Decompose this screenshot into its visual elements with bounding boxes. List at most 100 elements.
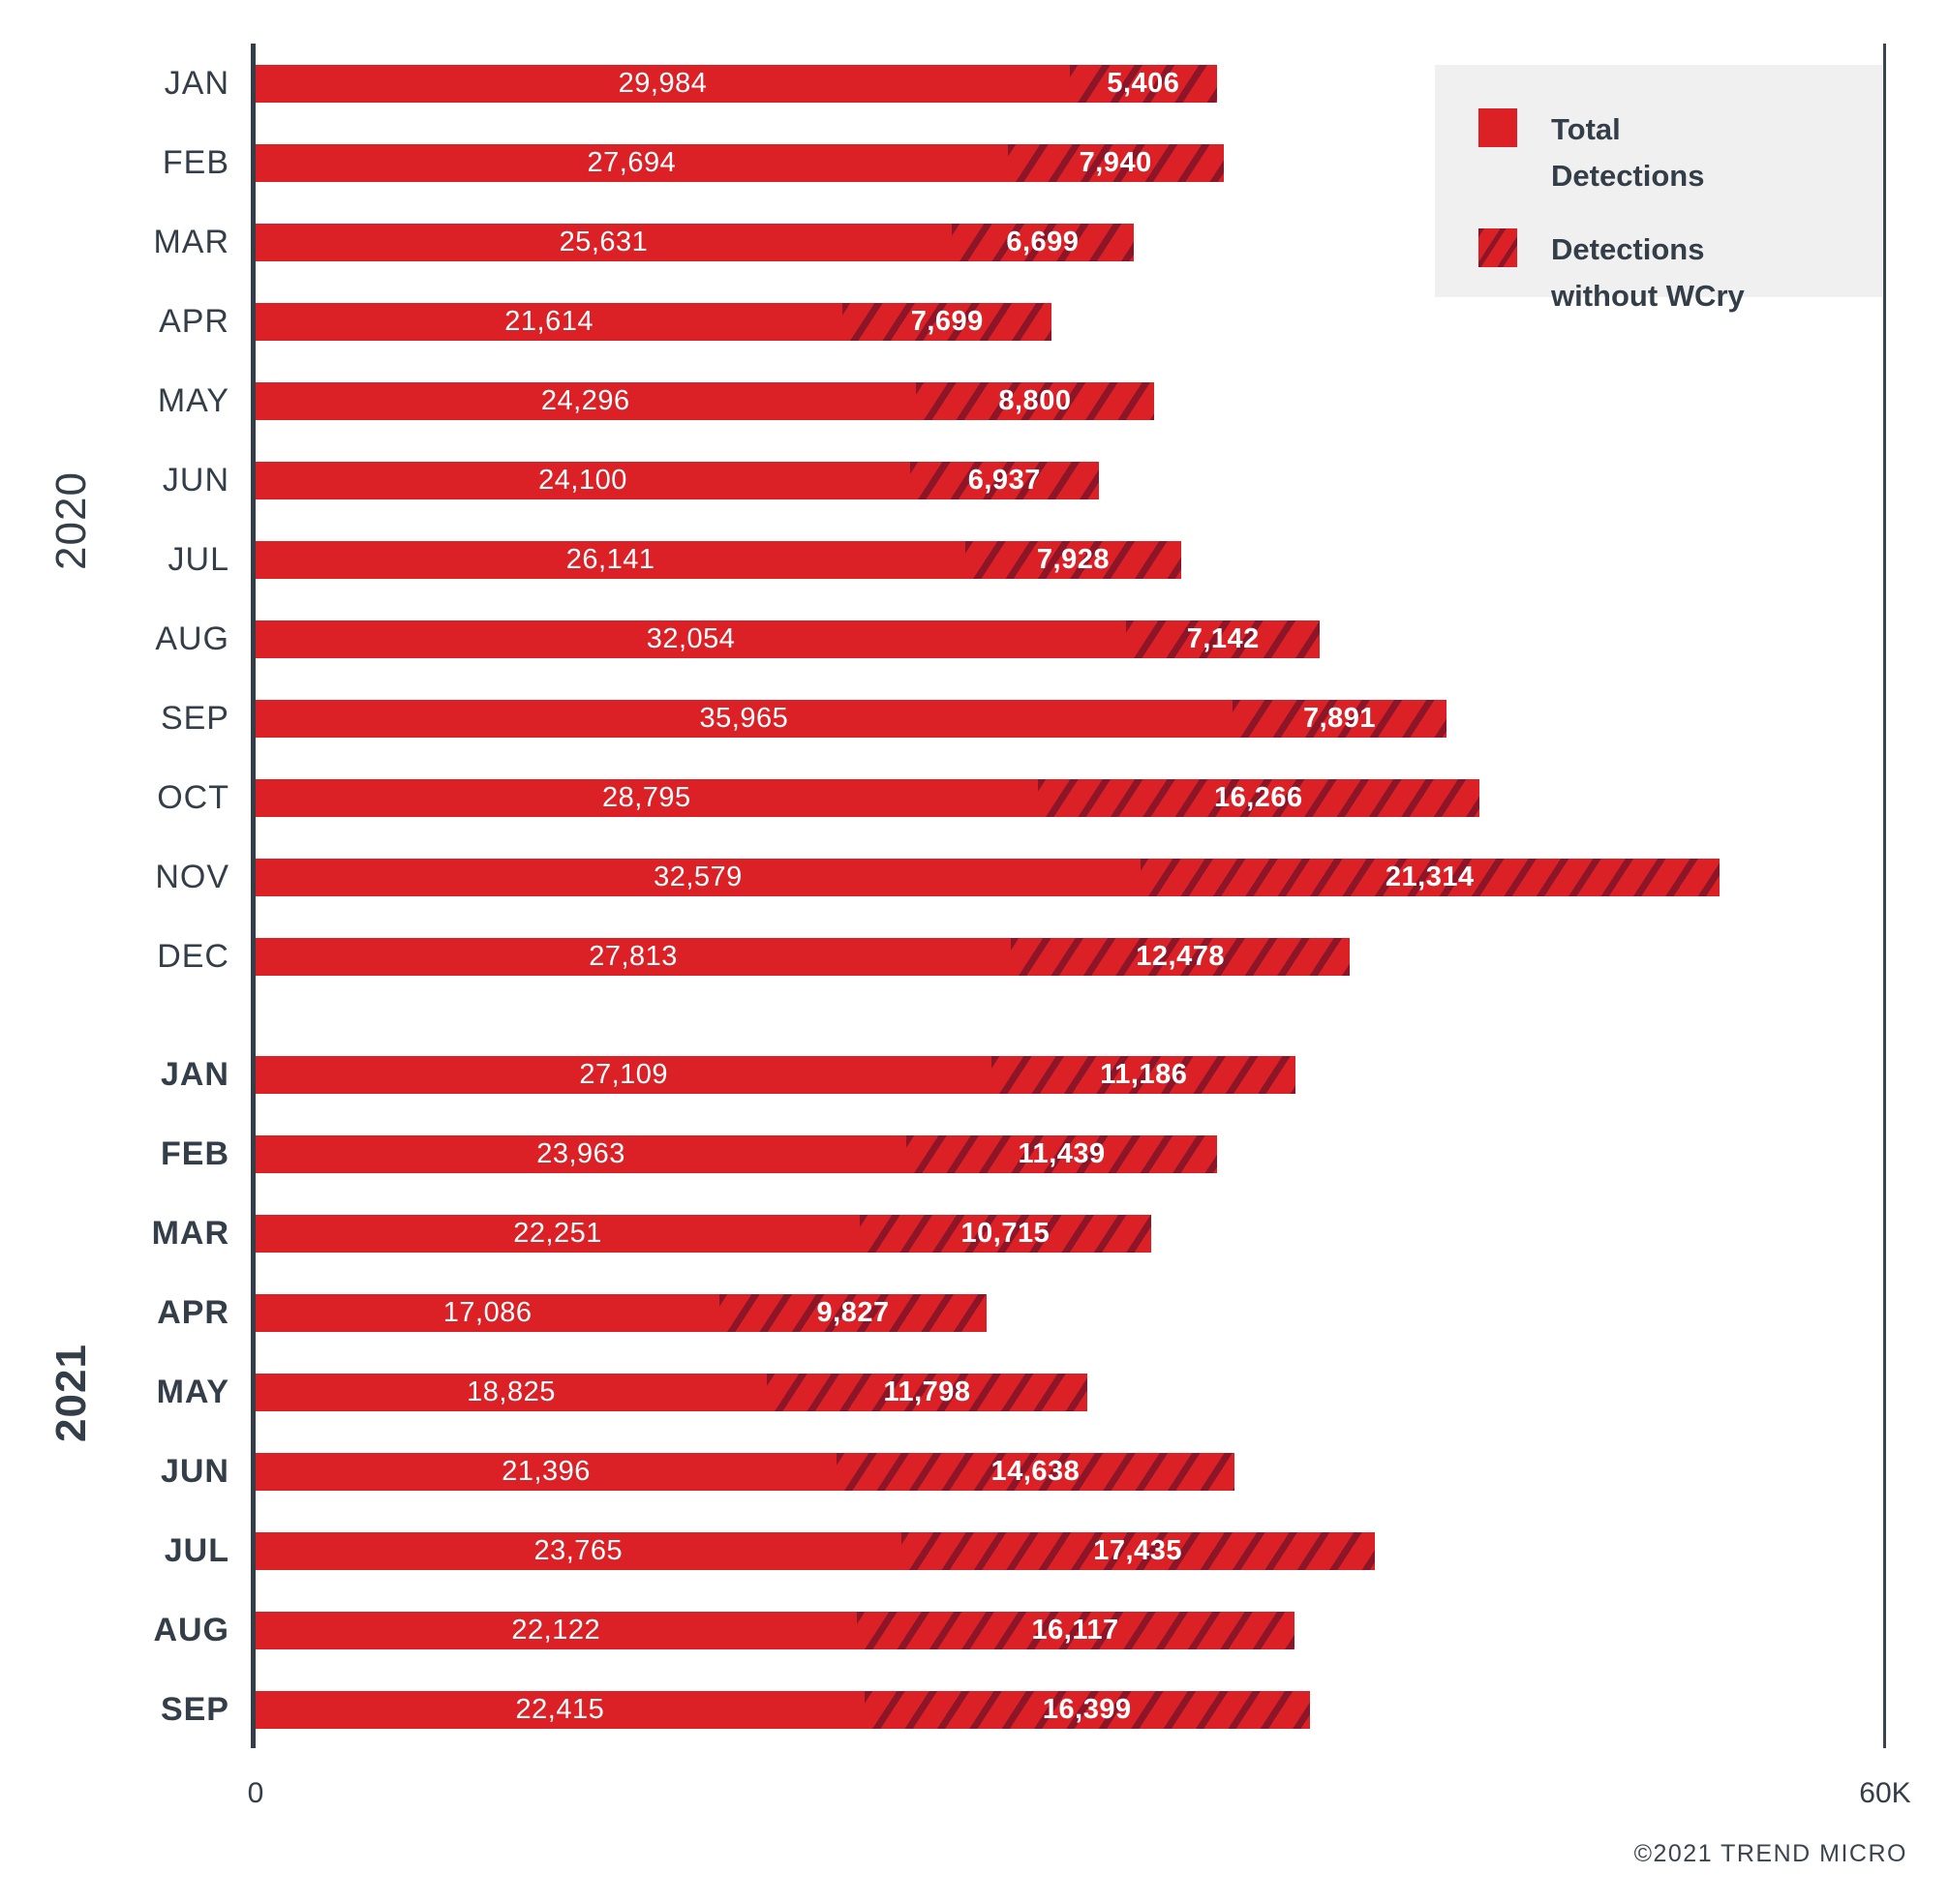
bar-row: MAY 24,296 8,800 [158,382,1885,420]
x-axis-max-gridline [1883,44,1886,1748]
bar-row: OCT 28,795 16,266 [157,779,1885,817]
month-label: MAR [153,224,229,260]
month-label: JUN [162,462,229,499]
value-label-without-wcry: 7,928 [1036,544,1110,575]
value-label-total: 35,965 [699,703,789,734]
legend-label: Total Detections [1551,112,1705,193]
month-label: MAY [156,1374,229,1410]
month-label: APR [159,303,229,340]
value-label-without-wcry: 7,940 [1079,147,1152,178]
bar-row: FEB 23,963 11,439 [161,1135,1885,1173]
value-label-total: 27,813 [589,941,678,972]
bar-segment-total-detections: 21,396 [256,1453,837,1491]
month-label: MAY [157,382,229,419]
value-label-total: 32,579 [654,861,743,892]
legend-item-detections-without-wcry: Detections without WCry [1478,227,1882,319]
bar-row: MAR 25,631 6,699 [153,224,1885,261]
bar-segment-total-detections: 27,813 [256,938,1012,976]
bar-segment-without-wcry: 12,478 [1011,938,1351,976]
bar-segment-total-detections: 18,825 [256,1374,768,1411]
bar-row: JAN 27,109 11,186 [161,1056,1885,1094]
bar-segment-without-wcry: 8,800 [915,382,1155,420]
bar-segment-total-detections: 17,086 [256,1294,720,1332]
bar-row: SEP 22,415 16,399 [161,1691,1885,1729]
bar-row: AUG 22,122 16,117 [153,1612,1885,1649]
value-label-total: 26,141 [565,544,655,575]
bar-segment-without-wcry: 14,638 [837,1453,1234,1491]
bar-segment-total-detections: 35,965 [256,700,1233,738]
value-label-without-wcry: 6,699 [1006,227,1080,257]
bar-row: SEP 35,965 7,891 [161,700,1885,738]
legend: Total Detections Detections without WCry [1435,65,1882,313]
year-label-2021: 2021 [47,1343,95,1442]
month-label: DEC [157,938,229,975]
bar-segment-without-wcry: 17,435 [900,1532,1375,1570]
bar-row: FEB 27,694 7,940 [163,144,1885,182]
value-label-without-wcry: 7,699 [910,306,984,337]
bar-row: JUL 26,141 7,928 [168,541,1885,579]
bar-segment-without-wcry: 10,715 [860,1215,1151,1253]
value-label-total: 25,631 [559,227,649,257]
month-label: MAR [151,1215,229,1252]
value-label-total: 24,100 [538,465,627,496]
value-label-total: 17,086 [442,1297,533,1328]
value-label-total: 28,795 [601,782,691,813]
month-label: NOV [155,859,229,895]
bar-segment-total-detections: 27,694 [256,144,1008,182]
bar-segment-total-detections: 23,765 [256,1532,901,1570]
value-label-without-wcry: 8,800 [998,385,1072,416]
bar-row: APR 21,614 7,699 [159,303,1885,341]
value-label-total: 22,251 [513,1218,602,1249]
bar-segment-total-detections: 26,141 [256,541,966,579]
copyright-text: ©2021 TREND MICRO [1633,1840,1907,1867]
bar-row: AUG 32,054 7,142 [155,620,1885,658]
bar-row: MAR 22,251 10,715 [152,1215,1885,1253]
bar-row: APR 17,086 9,827 [157,1294,1885,1332]
bar-segment-without-wcry: 7,928 [965,541,1181,579]
y-axis-line [251,44,256,1748]
value-label-without-wcry: 16,266 [1213,782,1303,813]
bar-segment-total-detections: 24,100 [256,462,910,499]
value-label-without-wcry: 9,827 [816,1297,890,1328]
bar-segment-without-wcry: 21,314 [1140,859,1720,896]
value-label-without-wcry: 7,142 [1186,623,1260,654]
bar-row: JUN 21,396 14,638 [161,1453,1885,1491]
value-label-without-wcry: 11,798 [883,1376,971,1407]
bar-row: JUL 23,765 17,435 [165,1532,1885,1570]
month-label: AUG [155,620,229,657]
x-axis-tick-0: 0 [247,1777,264,1809]
bar-row: NOV 32,579 21,314 [155,859,1885,896]
bar-segment-total-detections: 32,054 [256,620,1127,658]
month-label: OCT [157,779,229,816]
legend-label: Detections without WCry [1551,232,1745,313]
value-label-total: 32,054 [646,623,736,654]
month-label: JUN [160,1453,229,1490]
bar-segment-total-detections: 28,795 [256,779,1038,817]
bar-segment-without-wcry: 16,399 [864,1691,1310,1729]
bar-segment-without-wcry: 11,439 [906,1135,1218,1173]
value-label-total: 21,396 [502,1456,591,1487]
value-label-without-wcry: 7,891 [1302,703,1377,734]
month-label: SEP [160,700,229,737]
value-label-without-wcry: 11,439 [1018,1138,1106,1169]
value-label-without-wcry: 6,937 [967,465,1041,496]
bar-row: JAN 29,984 5,406 [165,65,1885,103]
value-label-total: 22,415 [515,1694,605,1725]
bar-segment-total-detections: 21,614 [256,303,843,341]
month-label: APR [157,1294,229,1331]
legend-swatch-solid-icon [1478,108,1517,147]
value-label-without-wcry: 16,117 [1031,1615,1119,1646]
bar-segment-total-detections: 22,415 [256,1691,865,1729]
month-label: AUG [153,1612,229,1648]
bar-segment-without-wcry: 16,117 [856,1612,1294,1649]
bar-segment-without-wcry: 6,699 [951,224,1134,261]
bar-segment-total-detections: 29,984 [256,65,1071,103]
bar-segment-total-detections: 25,631 [256,224,952,261]
value-label-without-wcry: 17,435 [1093,1535,1182,1566]
bar-segment-without-wcry: 11,186 [991,1056,1296,1094]
value-label-total: 23,765 [533,1535,624,1566]
value-label-total: 23,963 [536,1138,625,1169]
bar-segment-without-wcry: 7,142 [1126,620,1321,658]
value-label-total: 22,122 [511,1615,601,1646]
